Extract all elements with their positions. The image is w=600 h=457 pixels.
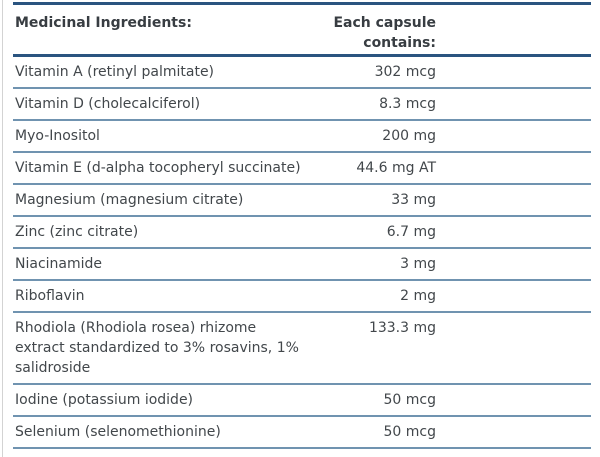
- ingredient-amount-cell: 133.3 mg: [368, 320, 436, 336]
- ingredient-name-cell: Rhodiola (Rhodiola rosea) rhizome extrac…: [15, 320, 299, 376]
- table-row: Riboflavin 2 mg: [13, 281, 591, 313]
- ingredient-amount-cell: 50 mcg: [383, 424, 437, 440]
- ingredient-name-cell: Riboflavin: [15, 288, 85, 304]
- table-header-row: Medicinal Ingredients: Each capsule cont…: [13, 5, 591, 57]
- table-row: Selenium (selenomethionine) 50 mcg: [13, 417, 591, 449]
- header-each-capsule-contains: Each capsule contains:: [333, 15, 436, 51]
- table-row: Iodine (potassium iodide) 50 mcg: [13, 385, 591, 417]
- ingredient-amount-cell: 44.6 mg AT: [356, 160, 436, 176]
- page-edge-divider: [2, 0, 3, 457]
- ingredient-name-cell: Vitamin A (retinyl palmitate): [15, 64, 215, 80]
- ingredient-name-cell: Magnesium (magnesium citrate): [15, 192, 244, 208]
- table-row: Myo-Inositol 200 mg: [13, 121, 591, 153]
- ingredient-name-cell: Niacinamide: [15, 256, 103, 272]
- ingredient-name-cell: Zinc (zinc citrate): [15, 224, 139, 240]
- ingredient-name-cell: Myo-Inositol: [15, 128, 100, 144]
- ingredient-amount-cell: 2 mg: [400, 288, 436, 304]
- ingredient-amount-cell: 302 mcg: [374, 64, 436, 80]
- table-row: Vitamin D (cholecalciferol) 8.3 mcg: [13, 89, 591, 121]
- ingredient-amount-cell: 3 mg: [400, 256, 436, 272]
- medicinal-ingredients-table: Medicinal Ingredients: Each capsule cont…: [13, 2, 591, 449]
- table-row: Zinc (zinc citrate) 6.7 mg: [13, 217, 591, 249]
- table-row: Vitamin E (d-alpha tocopheryl succinate)…: [13, 153, 591, 185]
- header-medicinal-ingredients: Medicinal Ingredients:: [15, 15, 192, 31]
- ingredient-amount-cell: 6.7 mg: [386, 224, 436, 240]
- table-row: Vitamin A (retinyl palmitate) 302 mcg: [13, 57, 591, 89]
- ingredient-name-cell: Selenium (selenomethionine): [15, 424, 221, 440]
- ingredient-amount-cell: 50 mcg: [383, 392, 437, 408]
- ingredient-name-cell: Iodine (potassium iodide): [15, 392, 194, 408]
- table-row: Rhodiola (Rhodiola rosea) rhizome extrac…: [13, 313, 591, 385]
- table-row: Magnesium (magnesium citrate) 33 mg: [13, 185, 591, 217]
- ingredient-name-cell: Vitamin D (cholecalciferol): [15, 96, 201, 112]
- ingredient-amount-cell: 8.3 mcg: [379, 96, 436, 112]
- table-row: Niacinamide 3 mg: [13, 249, 591, 281]
- ingredient-amount-cell: 200 mg: [382, 128, 436, 144]
- ingredient-name-cell: Vitamin E (d-alpha tocopheryl succinate): [15, 160, 301, 176]
- ingredient-amount-cell: 33 mg: [391, 192, 436, 208]
